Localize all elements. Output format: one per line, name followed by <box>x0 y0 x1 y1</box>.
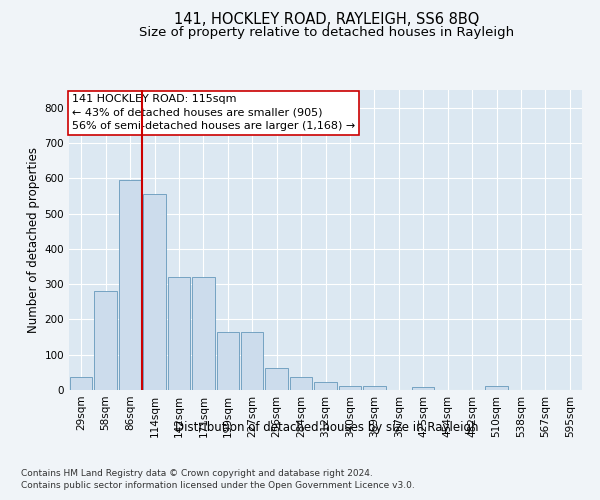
Bar <box>363 386 386 390</box>
Bar <box>167 277 190 390</box>
Text: Size of property relative to detached houses in Rayleigh: Size of property relative to detached ho… <box>139 26 515 39</box>
Bar <box>94 291 117 390</box>
Bar <box>338 386 361 390</box>
Bar <box>314 382 337 390</box>
Bar <box>485 386 508 390</box>
Text: Contains public sector information licensed under the Open Government Licence v3: Contains public sector information licen… <box>21 481 415 490</box>
Bar <box>70 377 92 390</box>
Text: 141, HOCKLEY ROAD, RAYLEIGH, SS6 8BQ: 141, HOCKLEY ROAD, RAYLEIGH, SS6 8BQ <box>175 12 479 28</box>
Bar <box>217 332 239 390</box>
Text: Distribution of detached houses by size in Rayleigh: Distribution of detached houses by size … <box>175 421 479 434</box>
Bar <box>241 332 263 390</box>
Text: 141 HOCKLEY ROAD: 115sqm
← 43% of detached houses are smaller (905)
56% of semi-: 141 HOCKLEY ROAD: 115sqm ← 43% of detach… <box>71 94 355 131</box>
Text: Contains HM Land Registry data © Crown copyright and database right 2024.: Contains HM Land Registry data © Crown c… <box>21 469 373 478</box>
Bar <box>143 194 166 390</box>
Bar <box>192 277 215 390</box>
Bar <box>265 368 288 390</box>
Y-axis label: Number of detached properties: Number of detached properties <box>28 147 40 333</box>
Bar <box>290 377 313 390</box>
Bar <box>412 387 434 390</box>
Bar <box>119 180 142 390</box>
